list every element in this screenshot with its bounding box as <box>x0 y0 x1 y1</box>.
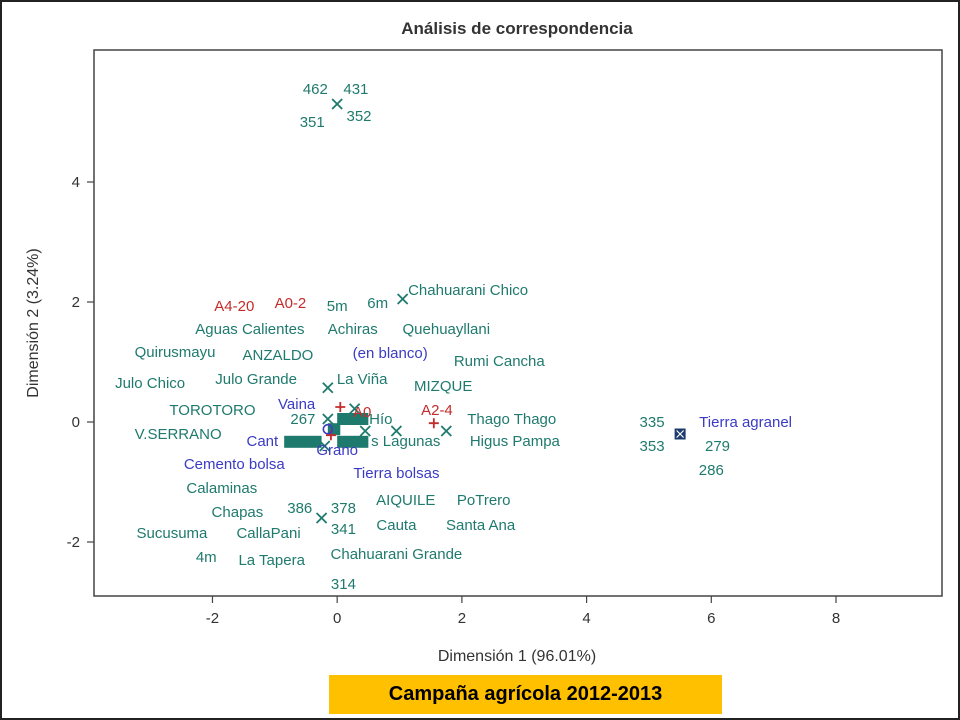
plot-area <box>93 49 943 597</box>
y-axis-label: Dimensión 2 (3.24%) <box>25 248 42 397</box>
point-label: Cemento bolsa <box>184 456 286 473</box>
row-point-marker <box>348 403 361 415</box>
point-label: 314 <box>331 576 356 593</box>
campaign-banner-text: Campaña agrícola 2012-2013 <box>388 683 663 705</box>
y-tick-label: -2 <box>67 534 80 551</box>
point-label: Tierra bolsas <box>353 465 439 482</box>
point-label: 286 <box>699 462 724 479</box>
point-label: TOROTORO <box>169 402 255 419</box>
row-point-marker <box>322 413 334 425</box>
point-label: s Lagunas <box>371 433 440 450</box>
point-cluster <box>337 435 369 448</box>
x-tick-label: 8 <box>832 610 840 627</box>
point-label: A0 <box>353 404 371 421</box>
x-tick-label: 6 <box>707 610 715 627</box>
point-label: 6m <box>367 295 388 312</box>
point-label: Cauta <box>376 517 417 534</box>
point-label: 4m <box>196 549 217 566</box>
point-label: ANZALDO <box>243 347 314 364</box>
x-axis: -2 0 2 4 6 8 <box>206 596 840 627</box>
point-label: 267 <box>290 411 315 428</box>
point-label: Tierra agranel <box>699 414 792 431</box>
point-label: 279 <box>705 438 730 455</box>
point-label: 352 <box>346 108 371 125</box>
point-label: Cant <box>247 433 280 450</box>
row-point-marker <box>359 425 371 437</box>
point-label: 431 <box>343 81 368 98</box>
point-label: Rumi Cancha <box>454 353 546 370</box>
point-cluster <box>284 435 322 448</box>
column-point-marker <box>335 402 346 412</box>
point-label: (en blanco) <box>353 345 428 362</box>
point-label: Quehuayllani <box>403 321 491 338</box>
point-label: 462 <box>303 81 328 98</box>
point-label: CallaPani <box>236 525 300 542</box>
row-point-marker <box>319 440 331 452</box>
column-point-marker <box>428 418 439 429</box>
point-label: 386 <box>287 500 312 517</box>
chart-title: Análisis de correspondencia <box>401 19 633 38</box>
point-labels: 462 431 351 352 Chahuarani Chico A4-20 A0-2 5m 6… <box>115 81 792 593</box>
point-label: Julo Chico <box>115 375 185 392</box>
point-label: Santa Ana <box>446 517 516 534</box>
data-marks <box>284 98 686 524</box>
point-label: A0-2 <box>275 295 307 312</box>
point-label: A4-20 <box>214 298 254 315</box>
point-label: Julo Grande <box>215 371 297 388</box>
point-label: Calaminas <box>186 480 257 497</box>
y-tick-label: 0 <box>72 414 80 431</box>
y-axis: -2 0 2 4 <box>67 174 94 551</box>
point-label: Aguas Calientes <box>195 321 304 338</box>
y-tick-label: 2 <box>72 294 80 311</box>
y-tick-label: 4 <box>72 174 80 191</box>
packaging-point-marker <box>322 423 334 435</box>
x-tick-label: 4 <box>582 610 590 627</box>
point-label: A2-4 <box>421 402 453 419</box>
point-label: 351 <box>300 114 325 131</box>
point-label: 5m <box>327 298 348 315</box>
point-label: AIQUILE <box>376 492 435 509</box>
point-label: La Viña <box>337 371 388 388</box>
overlap-point-cross <box>676 430 685 438</box>
row-point-marker <box>440 425 452 437</box>
row-point-marker <box>331 98 343 110</box>
point-label: Grano <box>316 442 358 459</box>
point-label: 378 <box>331 500 356 517</box>
point-label: Sucusuma <box>137 525 209 542</box>
point-label: Achiras <box>328 321 378 338</box>
point-label: 353 <box>640 438 665 455</box>
row-point-marker <box>322 382 334 394</box>
point-cluster <box>337 413 369 425</box>
point-label: Thago Thago <box>467 411 556 428</box>
point-label: Chahuarani Grande <box>331 546 463 563</box>
point-label: Higus Pampa <box>470 433 561 450</box>
point-label: Hío <box>369 411 392 428</box>
x-axis-label: Dimensión 1 (96.01%) <box>438 648 596 665</box>
point-label: Vaina <box>278 396 316 413</box>
row-point-marker <box>390 425 403 437</box>
x-tick-label: 2 <box>458 610 466 627</box>
point-label: MIZQUE <box>414 378 472 395</box>
point-label: La Tapera <box>238 552 305 569</box>
point-label: 341 <box>331 521 356 538</box>
point-label: Chahuarani Chico <box>408 282 528 299</box>
point-label: Chapas <box>212 504 264 521</box>
point-label: V.SERRANO <box>135 426 222 443</box>
point-label: 335 <box>640 414 665 431</box>
row-point-marker <box>315 512 328 524</box>
campaign-banner: Campaña agrícola 2012-2013 <box>329 675 722 714</box>
x-tick-label: -2 <box>206 610 219 627</box>
row-point-marker <box>397 293 409 305</box>
x-tick-label: 0 <box>333 610 341 627</box>
point-label: Quirusmayu <box>135 344 216 361</box>
point-label: PoTrero <box>457 492 511 509</box>
